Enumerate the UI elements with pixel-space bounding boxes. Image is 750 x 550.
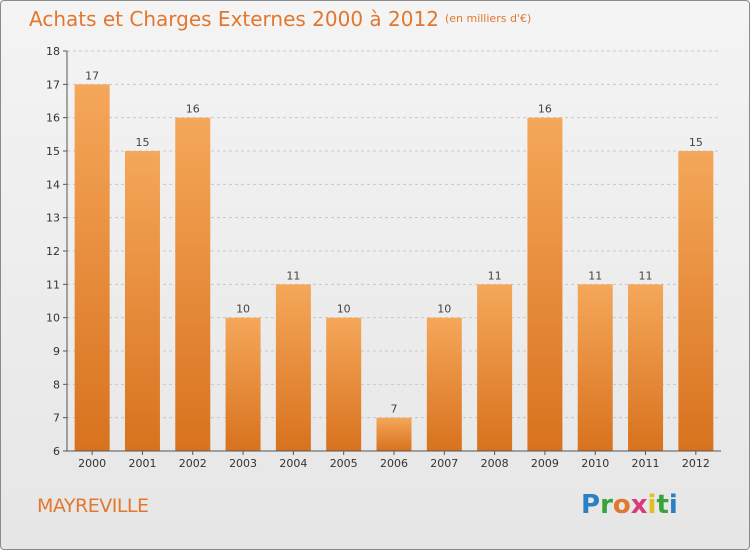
- x-tick-label: 2003: [229, 457, 257, 470]
- logo-letter: x: [630, 490, 648, 520]
- data-label: 11: [639, 269, 653, 282]
- bar-2004: [275, 284, 311, 451]
- y-tick-label: 15: [46, 145, 60, 158]
- y-tick-label: 16: [46, 112, 60, 125]
- bar-2010: [577, 284, 613, 451]
- logo-letter: o: [612, 490, 631, 520]
- x-tick-label: 2006: [380, 457, 408, 470]
- logo-letter: r: [600, 490, 613, 520]
- chart-title-text: Achats et Charges Externes 2000 à 2012: [29, 7, 439, 31]
- x-tick-label: 2001: [128, 457, 156, 470]
- x-tick-label: 2005: [330, 457, 358, 470]
- data-label: 16: [538, 103, 552, 116]
- bar-2006: [376, 417, 412, 451]
- data-label: 11: [286, 269, 300, 282]
- data-label: 11: [588, 269, 602, 282]
- data-label: 11: [488, 269, 502, 282]
- y-tick-label: 13: [46, 212, 60, 225]
- y-tick-label: 10: [46, 312, 60, 325]
- x-tick-label: 2008: [481, 457, 509, 470]
- logo-letter: i: [668, 490, 678, 520]
- y-tick-label: 6: [53, 445, 60, 458]
- x-tick-label: 2009: [531, 457, 559, 470]
- x-tick-label: 2010: [581, 457, 609, 470]
- y-tick-label: 12: [46, 245, 60, 258]
- data-label: 15: [689, 136, 703, 149]
- x-tick-label: 2000: [78, 457, 106, 470]
- axes: [63, 50, 721, 455]
- bar-2005: [326, 317, 362, 451]
- x-tick-label: 2002: [179, 457, 207, 470]
- bar-2008: [477, 284, 513, 451]
- x-tick-label: 2012: [682, 457, 710, 470]
- x-tick-label: 2004: [279, 457, 307, 470]
- logo-letter: P: [581, 490, 601, 520]
- commune-name: MAYREVILLE: [37, 495, 149, 517]
- bar-2007: [426, 317, 462, 451]
- bar-2002: [175, 117, 211, 452]
- bar-2011: [628, 284, 664, 451]
- data-label: 15: [135, 136, 149, 149]
- bar-2000: [74, 84, 110, 451]
- data-label: 7: [391, 403, 398, 416]
- data-label: 10: [236, 303, 250, 316]
- y-tick-label: 8: [53, 378, 60, 391]
- data-label: 10: [437, 303, 451, 316]
- y-tick-label: 18: [46, 45, 60, 58]
- logo-letter: i: [647, 490, 657, 520]
- x-tick-label: 2007: [430, 457, 458, 470]
- data-label: 17: [85, 69, 99, 82]
- labels: 6 7 8 9 10 11 12 13 14 15 16 17 18 17 2000 15 2001 16 2002…: [46, 45, 710, 470]
- bar-2003: [225, 317, 261, 451]
- bar-2009: [527, 117, 563, 452]
- y-tick-label: 9: [53, 345, 60, 358]
- data-label: 16: [186, 103, 200, 116]
- y-tick-label: 7: [53, 412, 60, 425]
- chart-title: Achats et Charges Externes 2000 à 2012 (e…: [29, 7, 531, 31]
- data-label: 10: [337, 303, 351, 316]
- y-tick-label: 14: [46, 178, 60, 191]
- bar-2001: [124, 151, 160, 451]
- y-tick-label: 11: [46, 278, 60, 291]
- y-tick-label: 17: [46, 78, 60, 91]
- bar-2012: [678, 151, 714, 451]
- bars: [74, 84, 714, 452]
- proxiti-logo: Proxiti: [581, 490, 678, 520]
- chart-unit: (en milliers d'€): [444, 12, 532, 25]
- x-tick-label: 2011: [632, 457, 660, 470]
- grid-lines: [67, 50, 721, 419]
- logo-letter: t: [656, 490, 669, 520]
